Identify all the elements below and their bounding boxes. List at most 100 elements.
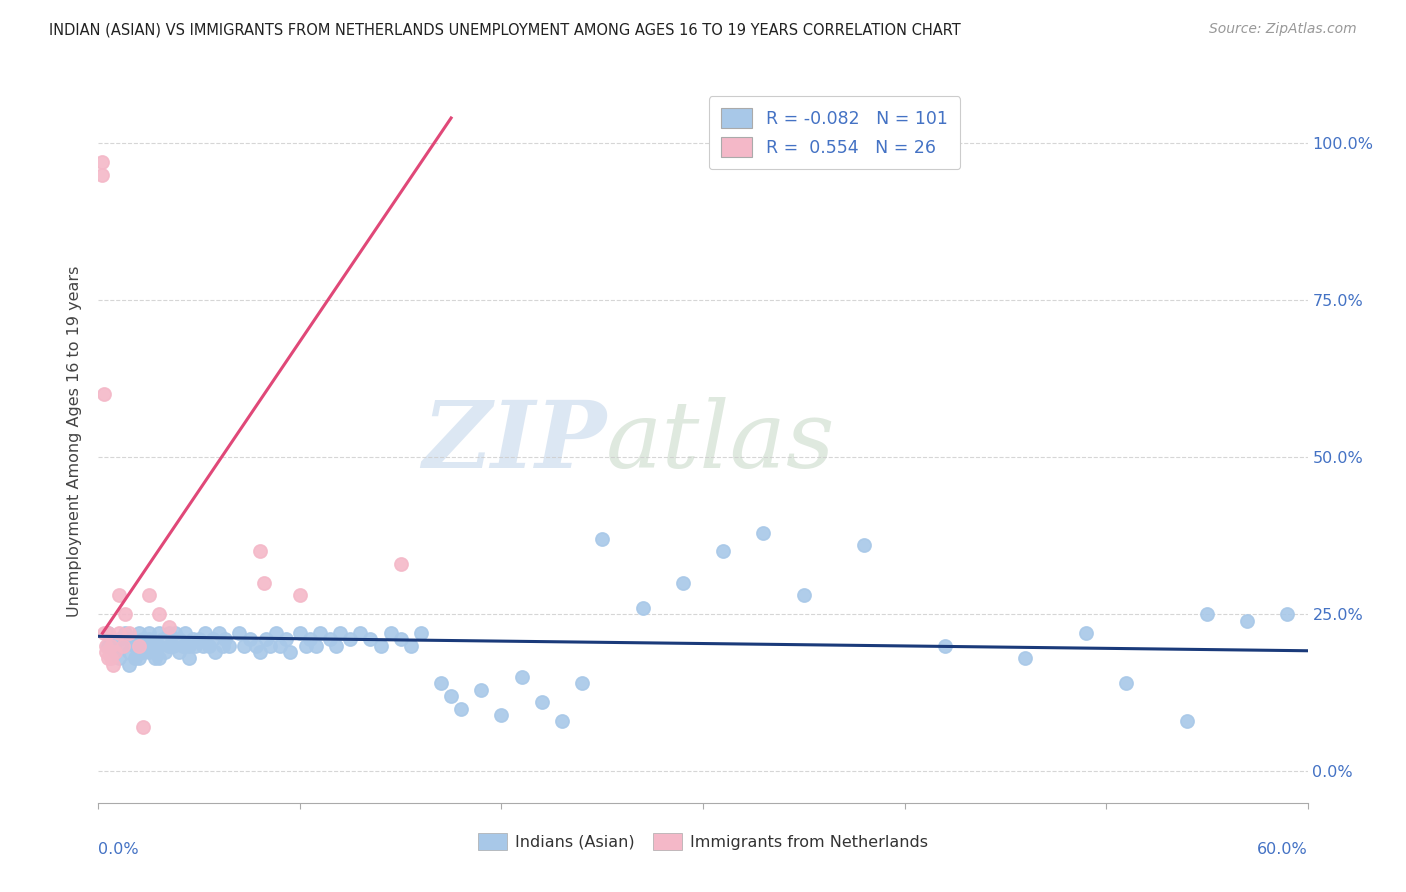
Point xyxy=(128,651,150,665)
Point xyxy=(510,670,533,684)
Point xyxy=(631,601,654,615)
Point xyxy=(163,626,186,640)
Point xyxy=(93,387,115,401)
Point xyxy=(184,639,207,653)
Point xyxy=(167,645,190,659)
Point xyxy=(138,589,160,603)
Point xyxy=(325,639,347,653)
Text: 60.0%: 60.0% xyxy=(1257,842,1308,856)
Point xyxy=(111,639,134,653)
Point xyxy=(167,632,190,647)
Point xyxy=(1195,607,1218,622)
Point xyxy=(269,639,291,653)
Point xyxy=(389,557,412,571)
Point xyxy=(157,626,180,640)
Point xyxy=(430,676,453,690)
Text: INDIAN (ASIAN) VS IMMIGRANTS FROM NETHERLANDS UNEMPLOYMENT AMONG AGES 16 TO 19 Y: INDIAN (ASIAN) VS IMMIGRANTS FROM NETHER… xyxy=(49,22,960,37)
Point xyxy=(1074,626,1097,640)
Point xyxy=(179,651,201,665)
Point xyxy=(399,639,422,653)
Point xyxy=(97,651,120,665)
Point xyxy=(232,639,254,653)
Point xyxy=(571,676,593,690)
Point xyxy=(152,632,174,647)
Point xyxy=(551,714,574,728)
Point xyxy=(181,632,204,647)
Point xyxy=(107,589,129,603)
Point xyxy=(118,632,141,647)
Point xyxy=(96,639,118,653)
Point xyxy=(239,632,262,647)
Point xyxy=(157,620,180,634)
Point xyxy=(101,657,124,672)
Point xyxy=(128,639,150,653)
Point xyxy=(148,607,170,622)
Text: ZIP: ZIP xyxy=(422,397,606,486)
Point xyxy=(148,626,170,640)
Point xyxy=(218,639,240,653)
Point xyxy=(264,626,287,640)
Point xyxy=(349,626,371,640)
Point xyxy=(530,695,553,709)
Point xyxy=(249,645,271,659)
Point xyxy=(162,639,184,653)
Point xyxy=(202,632,225,647)
Point xyxy=(91,155,114,169)
Point xyxy=(148,651,170,665)
Point xyxy=(100,651,122,665)
Point xyxy=(157,639,180,653)
Point xyxy=(91,168,114,182)
Point xyxy=(288,626,311,640)
Point xyxy=(253,575,276,590)
Point xyxy=(204,645,226,659)
Point xyxy=(128,626,150,640)
Point xyxy=(370,639,392,653)
Point xyxy=(103,645,125,659)
Point xyxy=(409,626,432,640)
Point xyxy=(193,639,215,653)
Point xyxy=(188,632,211,647)
Point xyxy=(97,639,120,653)
Point xyxy=(148,639,170,653)
Point xyxy=(97,626,120,640)
Point xyxy=(114,607,136,622)
Point xyxy=(1277,607,1299,622)
Text: Source: ZipAtlas.com: Source: ZipAtlas.com xyxy=(1209,22,1357,37)
Point xyxy=(138,632,160,647)
Point xyxy=(194,626,217,640)
Legend: Indians (Asian), Immigrants from Netherlands: Indians (Asian), Immigrants from Netherl… xyxy=(471,827,935,856)
Point xyxy=(245,639,267,653)
Point xyxy=(305,639,328,653)
Point xyxy=(389,632,412,647)
Point xyxy=(132,720,155,734)
Point xyxy=(380,626,402,640)
Point xyxy=(107,632,129,647)
Point xyxy=(752,525,775,540)
Point xyxy=(153,645,176,659)
Point xyxy=(299,632,322,647)
Point xyxy=(97,626,120,640)
Point xyxy=(360,632,382,647)
Point xyxy=(278,645,301,659)
Point xyxy=(274,632,297,647)
Point xyxy=(138,645,160,659)
Point xyxy=(793,589,815,603)
Point xyxy=(118,626,141,640)
Point xyxy=(1014,651,1036,665)
Point xyxy=(711,544,734,558)
Point xyxy=(208,626,231,640)
Point xyxy=(228,626,250,640)
Point xyxy=(111,639,134,653)
Point xyxy=(491,707,513,722)
Point xyxy=(93,626,115,640)
Point xyxy=(132,632,155,647)
Point xyxy=(179,639,201,653)
Point xyxy=(329,626,352,640)
Point xyxy=(103,645,125,659)
Point xyxy=(107,651,129,665)
Point xyxy=(591,532,613,546)
Point xyxy=(118,645,141,659)
Point xyxy=(339,632,361,647)
Point xyxy=(107,626,129,640)
Point xyxy=(309,626,332,640)
